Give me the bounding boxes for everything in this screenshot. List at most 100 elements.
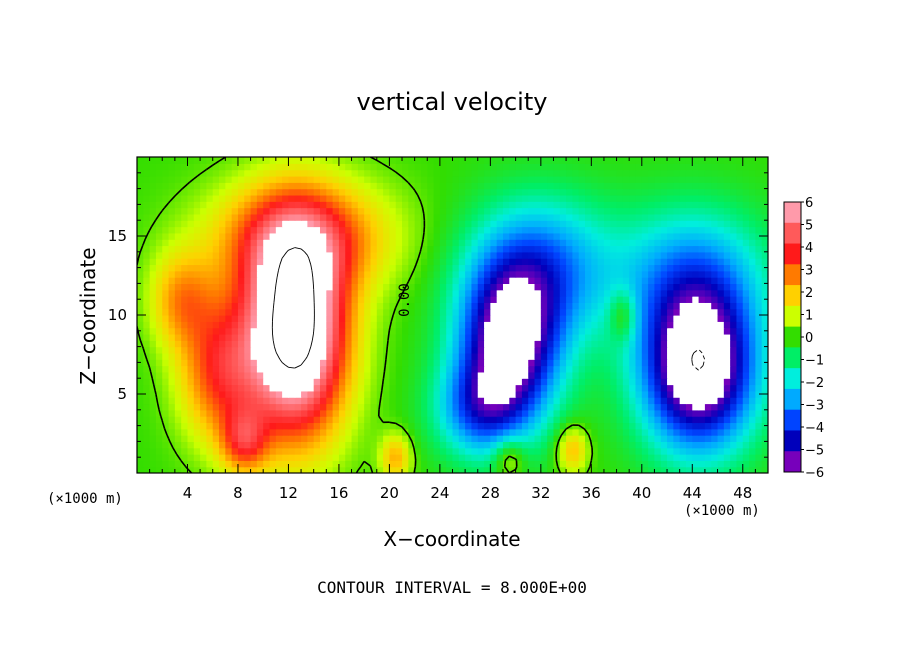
heat-cell [641, 169, 649, 177]
heat-cell [730, 188, 738, 196]
heat-cell [736, 340, 744, 348]
heat-cell [301, 232, 308, 240]
heat-cell [326, 435, 334, 442]
heat-cell [402, 239, 409, 247]
heat-cell [263, 220, 271, 228]
heat-cell [496, 409, 504, 417]
heat-cell [219, 270, 226, 278]
heat-cell [282, 384, 290, 392]
heat-cell [206, 397, 214, 405]
heat-cell [755, 397, 763, 405]
heat-cell [282, 188, 290, 196]
heat-cell [692, 251, 700, 259]
heat-cell [250, 296, 258, 303]
heat-cell [326, 182, 334, 190]
heat-cell [679, 365, 687, 373]
heat-cell [622, 428, 630, 436]
heat-cell [742, 251, 750, 259]
heat-cell [685, 188, 693, 196]
heat-cell [263, 466, 271, 473]
heat-cell [237, 296, 245, 303]
heat-cell [730, 302, 738, 310]
heat-cell [446, 321, 454, 329]
heat-cell [212, 283, 220, 291]
heat-cell [433, 454, 441, 461]
heat-cell [338, 352, 346, 360]
heat-cell [420, 239, 428, 247]
heat-cell [723, 371, 731, 379]
heat-cell [635, 422, 643, 430]
heat-cell [168, 327, 176, 335]
heat-cell [654, 447, 662, 455]
heat-cell [673, 315, 681, 322]
heat-cell [692, 327, 700, 335]
heat-cell [572, 220, 580, 228]
heat-cell [540, 321, 548, 329]
heat-cell [704, 201, 712, 209]
heat-cell [559, 346, 567, 354]
heat-cell [219, 403, 226, 411]
heat-cell [465, 460, 473, 468]
heat-cell [237, 378, 245, 386]
heat-cell [307, 270, 315, 278]
heat-cell [629, 390, 637, 398]
heat-cell [376, 207, 384, 215]
heat-cell [389, 277, 397, 284]
heat-cell [263, 365, 271, 373]
heat-cell [288, 447, 296, 455]
heat-cell [149, 454, 157, 461]
heat-cell [326, 207, 334, 215]
heat-cell [326, 251, 334, 259]
heat-cell [408, 207, 416, 215]
heat-cell [282, 277, 290, 284]
heat-cell [761, 175, 768, 183]
heat-cell [585, 409, 592, 417]
heat-cell [200, 397, 208, 405]
heat-cell [357, 390, 365, 398]
heat-cell [237, 409, 245, 417]
heat-cell [749, 283, 756, 291]
heat-cell [673, 422, 681, 430]
heat-cell [313, 397, 321, 405]
heat-cell [269, 220, 277, 228]
heat-cell [149, 447, 157, 455]
heat-cell [648, 315, 656, 322]
heat-cell [641, 207, 649, 215]
heat-cell [679, 239, 687, 247]
heat-cell [553, 315, 561, 322]
heat-cell [446, 182, 454, 190]
heat-cell [408, 245, 416, 253]
heat-cell [439, 390, 447, 398]
heat-cell [433, 270, 441, 278]
heat-cell [660, 264, 668, 272]
heat-cell [566, 333, 573, 341]
heat-cell [585, 441, 592, 449]
heat-cell [717, 169, 725, 177]
heat-cell [263, 416, 271, 424]
heat-cell [566, 232, 573, 240]
heat-cell [742, 390, 750, 398]
heat-cell [439, 302, 447, 310]
heat-cell [137, 277, 144, 284]
heat-cell [433, 264, 441, 272]
heat-cell [181, 340, 189, 348]
heat-cell [408, 188, 416, 196]
heat-cell [477, 397, 485, 405]
heat-cell [408, 308, 416, 316]
heat-cell [206, 296, 214, 303]
heat-cell [231, 289, 239, 297]
heat-cell [648, 251, 656, 259]
heat-cell [149, 308, 157, 316]
heat-cell [730, 371, 738, 379]
heat-cell [484, 302, 491, 310]
heat-cell [282, 207, 290, 215]
heat-cell [212, 435, 220, 442]
heat-cell [149, 466, 157, 473]
heat-cell [275, 321, 283, 329]
heat-cell [439, 327, 447, 335]
heat-cell [698, 289, 706, 297]
heat-cell [155, 428, 163, 436]
heat-cell [673, 454, 681, 461]
heat-cell [660, 175, 668, 183]
heat-cell [402, 315, 409, 322]
